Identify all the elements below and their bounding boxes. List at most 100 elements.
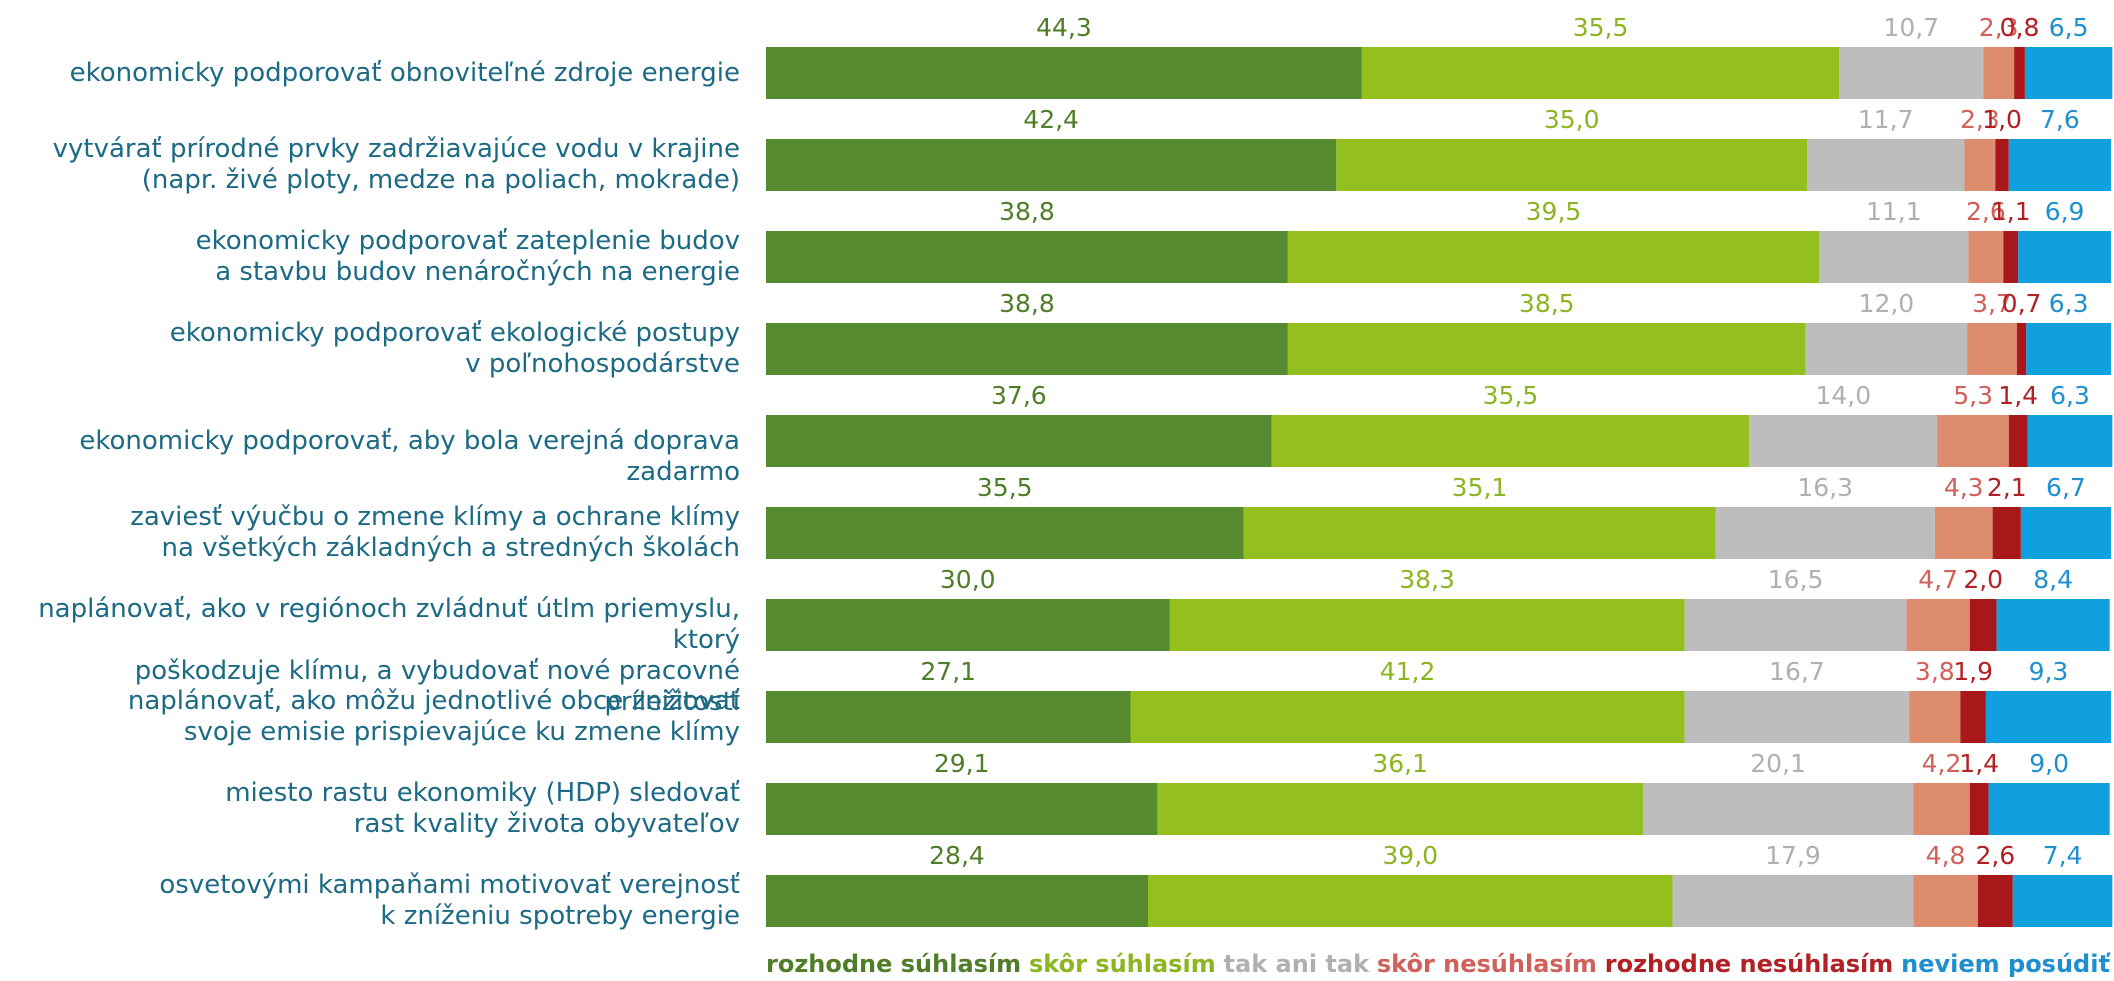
value-label: 36,1 xyxy=(1372,749,1428,778)
category-label: ekonomicky podporovať zateplenie budov a… xyxy=(195,226,740,287)
value-label: 6,5 xyxy=(2049,13,2089,42)
legend-entry: rozhodne nesúhlasím xyxy=(1604,950,1894,978)
value-label: 4,2 xyxy=(1922,749,1962,778)
value-label: 2,1 xyxy=(1987,473,2027,502)
value-label: 16,5 xyxy=(1768,565,1824,594)
category-label: osvetovými kampaňami motivovať verejnosť… xyxy=(159,870,740,931)
value-label: 38,8 xyxy=(999,197,1055,226)
bar-segment xyxy=(1287,323,1806,375)
value-label: 38,8 xyxy=(999,289,1055,318)
bar-segment xyxy=(1287,231,1820,283)
value-label: 12,0 xyxy=(1859,289,1915,318)
value-label: 37,6 xyxy=(991,381,1047,410)
legend-entry: neviem posúdiť xyxy=(1901,950,2110,978)
legend-entry: rozhodne súhlasím xyxy=(766,950,1022,978)
value-label: 39,0 xyxy=(1382,841,1438,870)
value-label: 11,1 xyxy=(1866,197,1922,226)
category-label: naplánovať, ako v regiónoch zvládnuť útl… xyxy=(38,594,740,717)
value-label: 6,3 xyxy=(2049,289,2089,318)
value-label: 1,1 xyxy=(1991,197,2031,226)
category-label: ekonomicky podporovať obnoviteľné zdroje… xyxy=(69,57,740,88)
value-label: 38,5 xyxy=(1519,289,1575,318)
value-label: 4,7 xyxy=(1918,565,1958,594)
legend-entry: skôr nesúhlasím xyxy=(1376,950,1597,978)
value-label: 14,0 xyxy=(1816,381,1872,410)
value-label: 20,1 xyxy=(1750,749,1806,778)
bar-segment xyxy=(1147,875,1673,927)
value-label: 6,9 xyxy=(2045,197,2085,226)
value-label: 8,4 xyxy=(2033,565,2073,594)
bar-segment xyxy=(1157,783,1643,835)
legend-entry: tak ani tak xyxy=(1223,950,1370,978)
value-label: 2,3 xyxy=(1960,105,2000,134)
bar-segment xyxy=(1983,47,2015,99)
bar-segment xyxy=(766,139,1337,191)
value-label: 5,3 xyxy=(1953,381,1993,410)
bar-segment xyxy=(1749,415,1938,467)
bar-segment xyxy=(1964,139,1996,191)
value-label: 2,6 xyxy=(1975,841,2015,870)
value-label: 0,8 xyxy=(2000,13,2040,42)
bar-segment xyxy=(2026,323,2111,375)
bar-segment xyxy=(1988,783,2110,835)
value-label: 38,3 xyxy=(1399,565,1455,594)
bar-segment xyxy=(1642,783,1914,835)
bar-segment xyxy=(1807,139,1965,191)
category-label: miesto rastu ekonomiky (HDP) sledovať ra… xyxy=(225,778,740,839)
bar-segment xyxy=(1684,599,1907,651)
bar-segment xyxy=(1361,47,1840,99)
bar-segment xyxy=(2008,415,2028,467)
value-label: 3,7 xyxy=(1972,289,2012,318)
bar-segment xyxy=(1969,599,1997,651)
value-label: 1,4 xyxy=(1959,749,1999,778)
bar-segment xyxy=(1684,691,1910,743)
bar-segment xyxy=(1913,783,1970,835)
value-label: 39,5 xyxy=(1526,197,1582,226)
value-label: 6,3 xyxy=(2050,381,2090,410)
bar-segment xyxy=(1336,139,1808,191)
bar-segment xyxy=(2012,875,2113,927)
bar-segment xyxy=(1672,875,1914,927)
bar-segment xyxy=(2024,47,2113,99)
value-label: 7,6 xyxy=(2040,105,2080,134)
value-label: 35,1 xyxy=(1452,473,1508,502)
bar-segment xyxy=(1715,507,1935,559)
value-label: 2,3 xyxy=(1979,13,2019,42)
value-label: 4,8 xyxy=(1926,841,1966,870)
value-label: 35,0 xyxy=(1544,105,1600,134)
bar-segment xyxy=(1977,875,2013,927)
bar-segment xyxy=(1169,599,1685,651)
bar-segment xyxy=(766,47,1362,99)
value-label: 29,1 xyxy=(934,749,990,778)
bar-segment xyxy=(1960,691,1986,743)
bar-segment xyxy=(766,507,1244,559)
value-label: 35,5 xyxy=(977,473,1033,502)
bar-segment xyxy=(1130,691,1685,743)
legend-entry: skôr súhlasím xyxy=(1029,950,1216,978)
legend: rozhodne súhlasím skôr súhlasím tak ani ta… xyxy=(766,950,2110,978)
bar-segment xyxy=(1992,507,2021,559)
bar-segment xyxy=(766,783,1158,835)
bar-segment xyxy=(1913,875,1978,927)
bar-segment xyxy=(1909,691,1961,743)
value-label: 44,3 xyxy=(1036,13,1092,42)
category-label: ekonomicky podporovať ekologické postupy… xyxy=(169,318,740,379)
category-label: zaviesť výučbu o zmene klímy a ochrane k… xyxy=(130,502,740,563)
value-label: 9,3 xyxy=(2029,657,2069,686)
value-label: 35,5 xyxy=(1573,13,1629,42)
value-label: 0,7 xyxy=(2002,289,2042,318)
value-label: 16,3 xyxy=(1797,473,1853,502)
category-label: naplánovať, ako môžu jednotlivé obce zni… xyxy=(127,686,740,747)
bar-segment xyxy=(2027,415,2113,467)
bar-segment xyxy=(1805,323,1968,375)
value-label: 6,7 xyxy=(2046,473,2086,502)
value-label: 3,8 xyxy=(1915,657,1955,686)
value-label: 2,6 xyxy=(1966,197,2006,226)
value-label: 10,7 xyxy=(1883,13,1939,42)
bar-segment xyxy=(766,691,1131,743)
bar-segment xyxy=(1839,47,1984,99)
value-label: 30,0 xyxy=(940,565,996,594)
category-label: ekonomicky podporovať, aby bola verejná … xyxy=(79,425,740,487)
